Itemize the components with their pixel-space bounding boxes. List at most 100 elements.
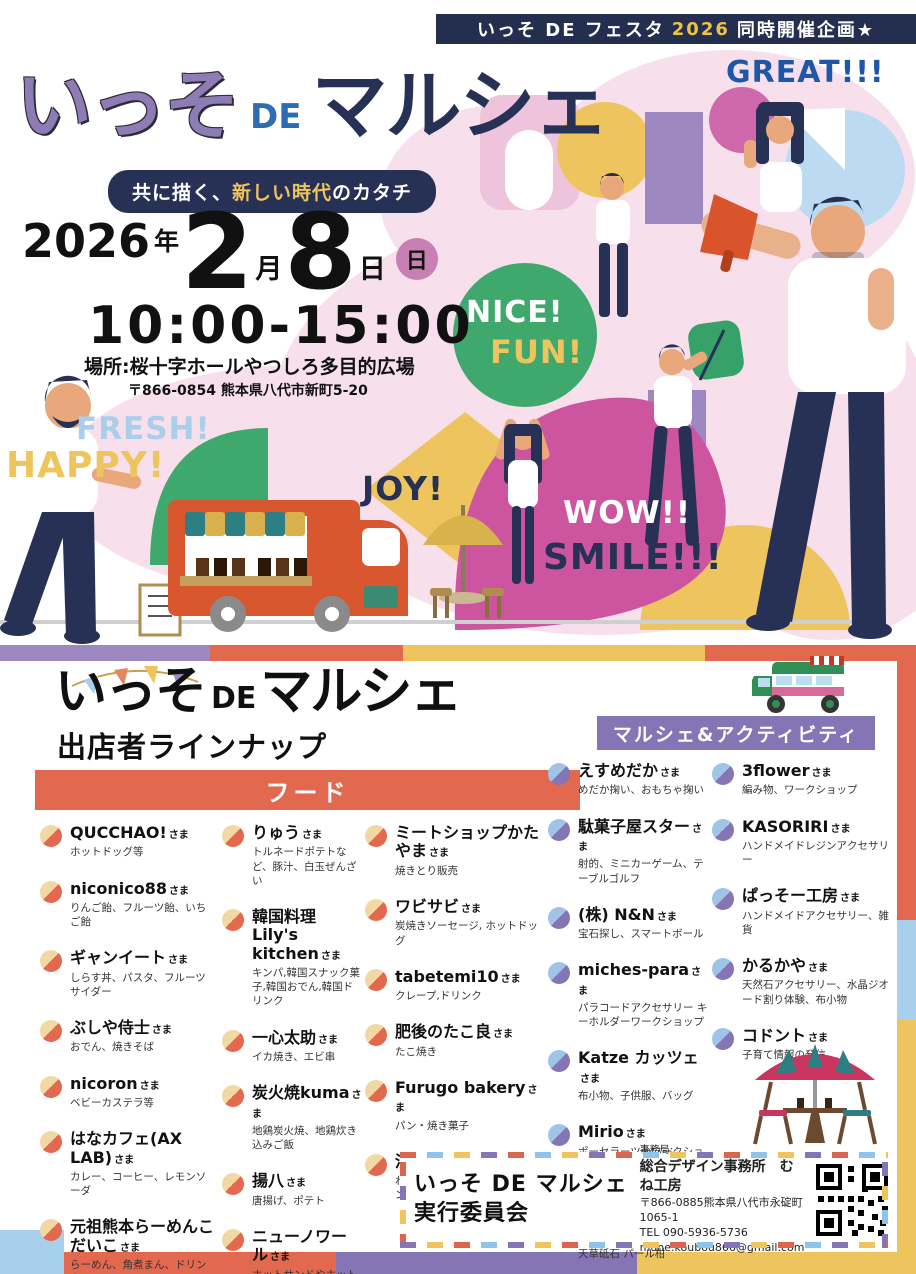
committee-box: いっそ DE マルシェ 実行委員会 事務局: 総合デザイン事務所 むね工房 〒8… xyxy=(400,1145,889,1254)
lineup-logo-marche: マルシェ xyxy=(260,662,462,722)
girl-lifting-illustration xyxy=(495,418,550,584)
food-vendor-bullet-icon xyxy=(365,1024,387,1047)
event-date: 2026 年 2 月 8 日 日 xyxy=(22,191,438,313)
food-vendor-bullet-icon xyxy=(222,908,244,931)
callout-fresh: FRESH! xyxy=(76,411,211,447)
tagline-highlight: 新しい時代 xyxy=(232,182,333,204)
vendor-item: nicoron さま ベビーカステラ等 xyxy=(40,1074,214,1111)
office-name: 総合デザイン事務所 むね工房 xyxy=(639,1158,794,1194)
vendor-item: りゅう さま トルネードポテトなど、豚汁、白玉ぜんざい xyxy=(222,823,362,888)
food-vendor-bullet-icon xyxy=(365,898,387,921)
vendor-item: miches-para さま パラコードアクセサリー キーホルダーワークショップ xyxy=(548,961,708,1029)
committee-name-line2: 実行委員会 xyxy=(414,1201,530,1226)
frame-bottom-yellow xyxy=(637,1252,916,1274)
date-day-label: 日 xyxy=(358,254,386,286)
office-label: 事務局: xyxy=(639,1145,673,1157)
food-vendor-bullet-icon xyxy=(222,825,244,847)
frame-right-salmon xyxy=(897,661,916,920)
food-section-header: フード xyxy=(35,770,580,810)
small-man-illustration xyxy=(596,172,630,317)
top-banner-prefix: いっそ DE フェスタ xyxy=(476,20,665,41)
office-address: 〒866-0885熊本県八代市永碇町1065-1 xyxy=(639,1196,803,1225)
food-vendor-bullet-icon xyxy=(222,1228,244,1251)
garland-icon xyxy=(71,666,199,694)
lineup-subtitle: 出店者ラインナップ xyxy=(57,730,328,764)
vendor-item: 駄菓子屋スター さま 射的、ミニカーゲーム、テーブルゴルフ xyxy=(548,817,708,886)
date-year: 2026 xyxy=(22,214,151,268)
committee-info: 事務局: 総合デザイン事務所 むね工房 〒866-0885熊本県八代市永碇町10… xyxy=(640,1144,805,1256)
vendor-item: 一心太助 さま イカ焼き、エビ串 xyxy=(222,1028,362,1065)
vendor-item: Katze カッツェさま 布小物、子供服、バッグ xyxy=(548,1049,708,1103)
vendor-item: えすめだか さま めだか掬い、おもちゃ掬い xyxy=(548,761,708,798)
vendor-item: QUCCHAO! さま ホットドッグ等 xyxy=(40,823,214,860)
callout-fun: FUN! xyxy=(490,333,584,371)
marche-vendor-bullet-icon xyxy=(548,1050,570,1073)
logo-part-de: DE xyxy=(250,97,302,137)
office-email: mune.koubou866@gmail.com xyxy=(639,1240,805,1254)
frame-right-blue xyxy=(897,920,916,1020)
marche-vendor-bullet-icon xyxy=(712,1027,734,1050)
event-address: 〒866-0854 熊本県八代市新町5-20 xyxy=(128,383,368,399)
qr-code xyxy=(816,1164,889,1236)
vendor-item: 3flower さま 編み物、ワークショップ xyxy=(712,761,892,798)
vendor-item: ワビサビ さま 炭焼きソーセージ, ホットドッグ xyxy=(365,897,541,948)
top-banner-year: 2026 xyxy=(671,18,730,40)
hero-illustration xyxy=(0,50,916,644)
marche-vendor-bullet-icon xyxy=(548,763,570,785)
flag-man-illustration xyxy=(644,320,744,546)
nice-fun-circle xyxy=(453,263,597,407)
frame-top-salmon2 xyxy=(705,645,916,661)
food-vendor-bullet-icon xyxy=(365,825,387,847)
marche-vendor-bullet-icon xyxy=(548,818,570,841)
food-vendor-bullet-icon xyxy=(40,1131,62,1154)
vendor-item: tabetemi10 さま クレープ,ドリンク xyxy=(365,967,541,1004)
marche-vendor-bullet-icon xyxy=(712,958,734,981)
date-month: 2 xyxy=(181,191,254,313)
vendor-item: ぱっそー工房 さま ハンドメイドアクセサリー、雑貨 xyxy=(712,887,892,937)
frame-top-yellow xyxy=(403,645,705,661)
date-year-label: 年 xyxy=(154,227,180,257)
callout-great: GREAT!!! xyxy=(726,55,885,90)
lineup-logo: いっそ DE マルシェ xyxy=(55,662,462,722)
tagline-pill: 共に描く、新しい時代のカタチ xyxy=(108,170,437,213)
food-truck-illustration xyxy=(138,500,408,637)
date-month-label: 月 xyxy=(255,254,283,286)
vendor-item: かるかや さま 天然石アクセサリー、水晶ジオード割り体験、布小物 xyxy=(712,956,892,1007)
vendor-item: 炭火焼kuma さま 地鶏炭火焼、地鶏炊き込みご飯 xyxy=(222,1083,362,1152)
marche-vendor-bullet-icon xyxy=(548,1124,570,1147)
vendor-item: ぶしや侍士 さま おでん、焼きそば xyxy=(40,1018,214,1055)
food-vendor-bullet-icon xyxy=(40,1219,62,1242)
food-vendor-bullet-icon xyxy=(40,825,62,847)
top-banner: いっそ DE フェスタ 2026 同時開催企画★ xyxy=(436,14,916,44)
callout-joy: JOY! xyxy=(362,469,445,508)
ground-line xyxy=(0,620,880,624)
marche-vendor-bullet-icon xyxy=(712,888,734,911)
marche-vendor-bullet-icon xyxy=(712,818,734,841)
top-banner-suffix: 同時開催企画★ xyxy=(736,20,876,41)
marche-vendor-bullet-icon xyxy=(548,906,570,929)
food-vendor-bullet-icon xyxy=(365,1079,387,1102)
parasol-table-icon xyxy=(753,1044,877,1145)
callout-smile: SMILE!!! xyxy=(543,537,723,578)
marche-vendor-bullet-icon xyxy=(548,962,570,985)
food-column-2: りゅう さま トルネードポテトなど、豚汁、白玉ぜんざい 韓国料理Lily's ki… xyxy=(222,823,362,1274)
frame-bottom-salmon xyxy=(64,1252,336,1274)
frame-top-salmon1 xyxy=(210,645,403,661)
vendor-item: はなカフェ(AX LAB) さま カレー、コーヒー、レモンソーダ xyxy=(40,1129,214,1198)
office-tel: TEL 090-5936-5736 xyxy=(639,1226,748,1240)
lineup-logo-isso: いっそ xyxy=(55,662,207,722)
vendor-item: Furugo bakery さま パン・焼き菓子 xyxy=(365,1078,541,1133)
weekday-badge: 日 xyxy=(395,238,438,281)
date-day: 8 xyxy=(284,191,357,313)
megaphone-man-illustration xyxy=(700,194,906,639)
woman-with-circle-illustration xyxy=(709,87,804,212)
callout-wow: WOW!! xyxy=(563,495,692,531)
food-vendor-bullet-icon xyxy=(40,880,62,903)
tagline-post: のカタチ xyxy=(332,182,413,204)
vendor-item: ミートショップかたやま さま 焼きとり販売 xyxy=(365,823,541,878)
food-vendor-bullet-icon xyxy=(365,1153,387,1176)
callout-nice: NICE! xyxy=(466,295,564,330)
committee-name-line1: いっそ DE マルシェ xyxy=(414,1172,628,1198)
event-venue: 場所:桜十字ホールやつしろ多目的広場 xyxy=(84,356,415,378)
